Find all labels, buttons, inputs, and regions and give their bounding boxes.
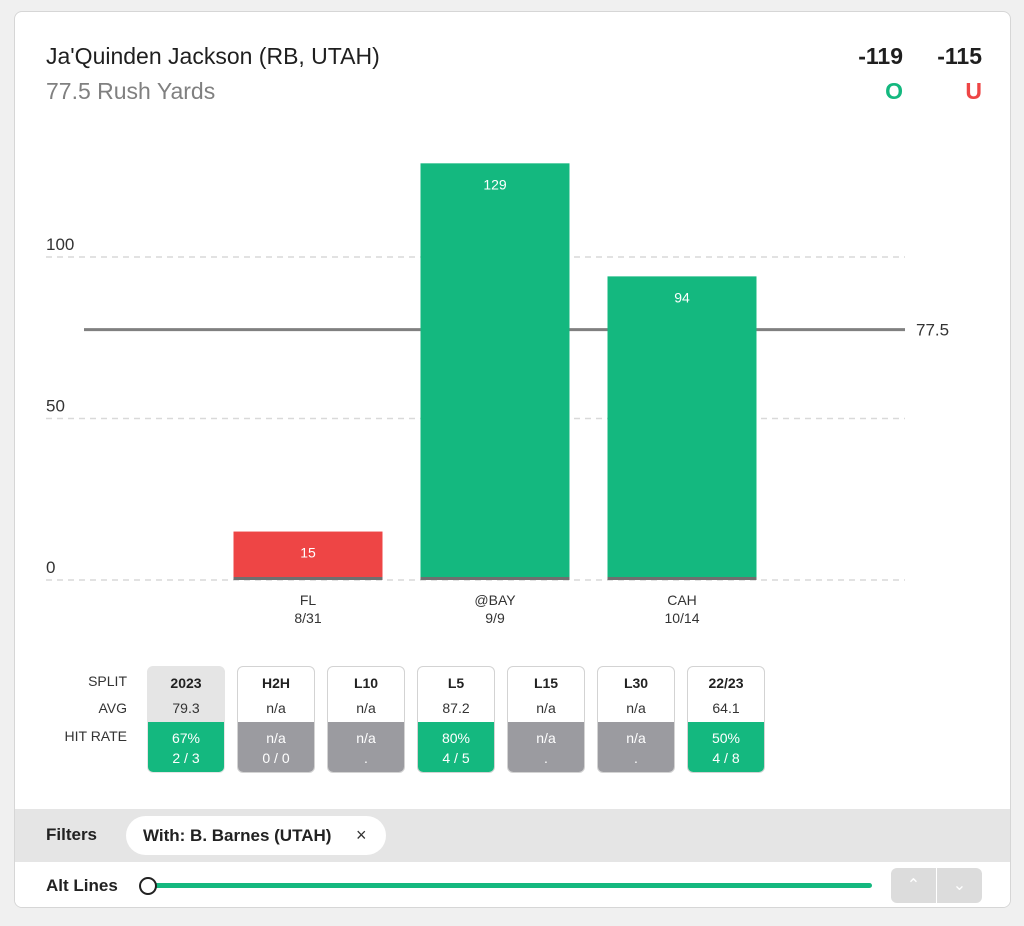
chevron-down-icon[interactable]: ⌄ — [952, 877, 967, 894]
split-hit-pct: 80% — [441, 730, 471, 746]
alt-lines-label: Alt Lines — [46, 876, 118, 895]
x-date-label: 8/31 — [294, 610, 321, 626]
split-avg: n/a — [626, 700, 646, 716]
alt-lines-bar: Alt Lines ⌃ ⌄ — [15, 862, 1010, 907]
prop-card: Ja'Quinden Jackson (RB, UTAH) 77.5 Rush … — [14, 11, 1011, 908]
split-hit-rate: n/a. — [508, 722, 584, 772]
split-hit-rate: n/a 0 / 0 — [238, 722, 314, 772]
over-odds[interactable]: -119 — [858, 43, 903, 69]
bar-value-label: 129 — [483, 176, 507, 192]
prop-line: 77.5 Rush Yards — [46, 78, 216, 104]
split-hit-rate: n/a. — [328, 722, 404, 772]
split-avg: n/a — [356, 700, 376, 716]
close-icon[interactable]: × — [356, 825, 367, 845]
split-hit-count: 2 / 3 — [172, 750, 200, 766]
split-name: 22/23 — [708, 675, 744, 691]
hit-rate-row-label: HIT RATE — [64, 728, 128, 744]
split-hit-rate: 67% 2 / 3 — [148, 722, 224, 772]
player-name: Ja'Quinden Jackson (RB, UTAH) — [46, 43, 380, 69]
y-tick-label: 50 — [46, 397, 65, 416]
y-tick-label: 100 — [46, 235, 74, 254]
split-hit-count: 4 / 8 — [712, 750, 740, 766]
stepper-divider — [936, 868, 937, 903]
alt-lines-stepper: ⌃ ⌄ — [891, 868, 982, 903]
split-hit-rate: 50% 4 / 8 — [688, 722, 764, 772]
avg-row-label: AVG — [98, 700, 127, 716]
split-22-23[interactable]: 22/23 64.1 50% 4 / 8 — [687, 666, 765, 773]
alt-lines-slider-track[interactable] — [149, 883, 872, 888]
split-name: L10 — [353, 675, 379, 691]
bar-baseline — [233, 577, 383, 580]
split-row-label: SPLIT — [88, 673, 127, 689]
split-h2h[interactable]: H2H n/a n/a 0 / 0 — [237, 666, 315, 773]
bar — [420, 163, 570, 580]
split-avg: 64.1 — [712, 700, 740, 716]
split-hit-count: . — [634, 750, 638, 766]
split-avg: n/a — [536, 700, 556, 716]
split-avg: 87.2 — [442, 700, 470, 716]
split-name: L30 — [623, 675, 649, 691]
split-hit-count: 4 / 5 — [442, 750, 470, 766]
split-avg: n/a — [266, 700, 286, 716]
chevron-up-icon[interactable]: ⌃ — [906, 877, 921, 894]
split-hit-count: 0 / 0 — [262, 750, 290, 766]
split-l5[interactable]: L5 87.2 80% 4 / 5 — [417, 666, 495, 773]
bar-baseline — [607, 577, 757, 580]
split-l15[interactable]: L15 n/a n/a. — [507, 666, 585, 773]
under-label[interactable]: U — [965, 78, 982, 104]
filters-label: Filters — [46, 825, 98, 844]
split-hit-pct: n/a — [356, 730, 376, 746]
x-category-label: CAH — [667, 592, 697, 608]
under-odds[interactable]: -115 — [937, 43, 982, 69]
split-hit-pct: n/a — [536, 730, 556, 746]
y-tick-label: 0 — [46, 558, 55, 577]
split-l10[interactable]: L10 n/a n/a. — [327, 666, 405, 773]
bar-value-label: 15 — [300, 545, 316, 561]
split-avg: 79.3 — [172, 700, 200, 716]
split-name: H2H — [261, 675, 290, 691]
filters-bar: Filters With: B. Barnes (UTAH) × — [15, 809, 1010, 862]
split-name: L5 — [447, 675, 465, 691]
split-name: 2023 — [170, 675, 202, 691]
bar-baseline — [420, 577, 570, 580]
split-hit-rate: n/a. — [598, 722, 674, 772]
bar-chart: 0 50 100 77.5 15 FL 8/31 129 @BAY 9/9 94 CAH 10/14 — [46, 163, 949, 626]
split-hit-pct: 50% — [711, 730, 741, 746]
filter-chip[interactable]: With: B. Barnes (UTAH) × — [126, 816, 386, 855]
x-date-label: 10/14 — [664, 610, 699, 626]
x-category-label: FL — [300, 592, 317, 608]
split-name: L15 — [533, 675, 559, 691]
alt-lines-slider-handle[interactable] — [139, 877, 157, 895]
split-2023[interactable]: 2023 79.3 67% 2 / 3 — [147, 666, 225, 773]
x-date-label: 9/9 — [485, 610, 505, 626]
over-label[interactable]: O — [885, 78, 903, 104]
bar — [233, 531, 383, 580]
split-hit-count: . — [364, 750, 368, 766]
filter-chip-label: With: B. Barnes (UTAH) — [143, 826, 332, 845]
split-hit-pct: n/a — [266, 730, 286, 746]
bar — [607, 276, 757, 580]
split-l30[interactable]: L30 n/a n/a. — [597, 666, 675, 773]
bar-value-label: 94 — [674, 289, 690, 305]
prop-line-label: 77.5 — [916, 321, 949, 340]
split-hit-count: . — [544, 750, 548, 766]
split-hit-pct: 67% — [171, 730, 201, 746]
x-category-label: @BAY — [474, 592, 516, 608]
split-hit-pct: n/a — [626, 730, 646, 746]
split-hit-rate: 80% 4 / 5 — [418, 722, 494, 772]
